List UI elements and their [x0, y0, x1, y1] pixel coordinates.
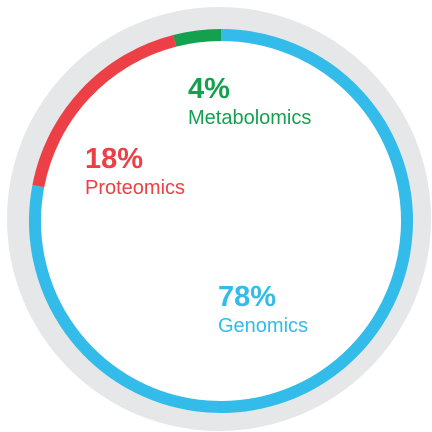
value-label: 18%	[85, 143, 143, 175]
value-label: 4%	[188, 73, 230, 105]
value-label: 78%	[218, 281, 276, 313]
category-label: Metabolomics	[188, 107, 311, 129]
ring-segment	[173, 29, 222, 47]
category-label: Genomics	[218, 315, 308, 337]
ring-segment	[29, 29, 413, 413]
inner-disc	[35, 35, 407, 407]
ring-segment	[32, 35, 177, 188]
category-label: Proteomics	[85, 177, 185, 199]
